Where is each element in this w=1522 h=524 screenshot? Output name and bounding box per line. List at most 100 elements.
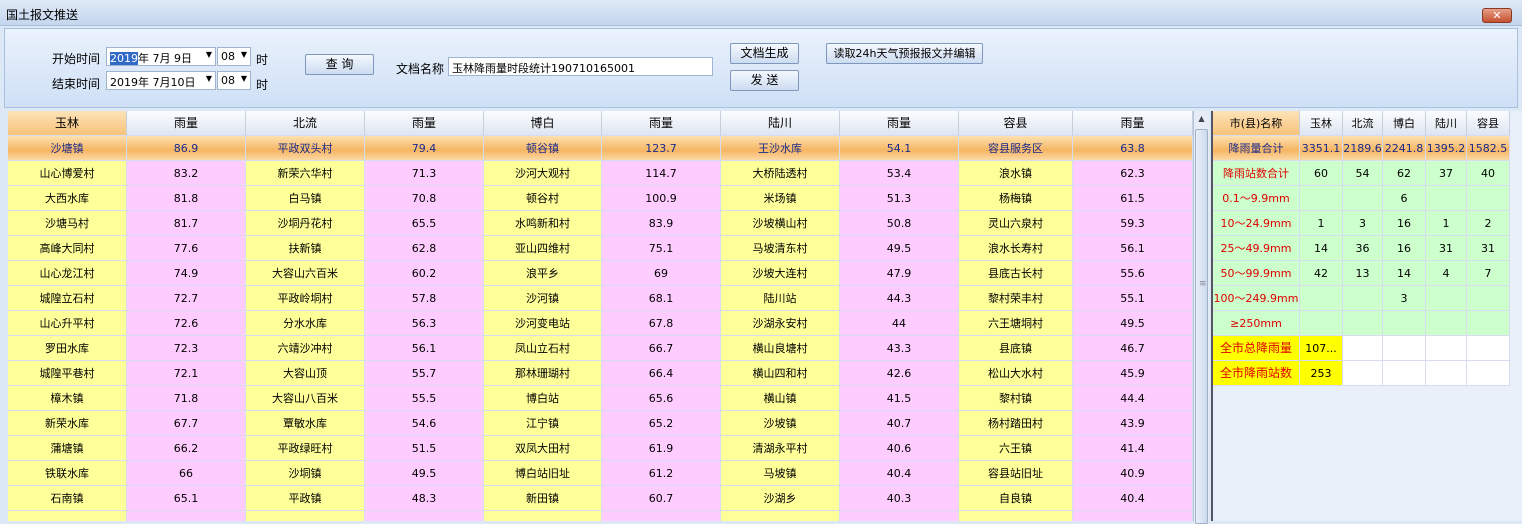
rainfall-cell[interactable]: 44 <box>840 311 959 336</box>
rainfall-cell[interactable]: 50.8 <box>840 211 959 236</box>
rainfall-cell[interactable]: 45.9 <box>1073 361 1193 386</box>
station-cell[interactable]: 山心龙江村 <box>8 261 127 286</box>
station-cell[interactable]: 江宁镇 <box>484 411 602 436</box>
station-cell[interactable]: 铁联水库 <box>8 461 127 486</box>
rainfall-cell[interactable]: 56.3 <box>365 311 484 336</box>
station-cell[interactable]: 陆川站 <box>721 286 840 311</box>
rainfall-cell[interactable]: 55.1 <box>1073 286 1193 311</box>
station-cell[interactable]: 清湖永平村 <box>721 436 840 461</box>
rainfall-cell[interactable]: 43.9 <box>1073 411 1193 436</box>
column-header[interactable]: 雨量 <box>602 111 721 136</box>
station-cell[interactable]: 浪平乡 <box>484 261 602 286</box>
summary-row[interactable]: 25～49.9mm 14 36 16 31 31 <box>1213 236 1522 261</box>
rainfall-cell[interactable]: 55.7 <box>365 361 484 386</box>
summary-column-header[interactable]: 市(县)名称 <box>1213 111 1300 136</box>
rainfall-cell[interactable]: 43.3 <box>840 336 959 361</box>
station-cell[interactable]: 凤山立石村 <box>484 336 602 361</box>
rainfall-cell[interactable]: 61.9 <box>602 436 721 461</box>
station-cell[interactable]: 那林珊瑚村 <box>484 361 602 386</box>
rainfall-cell[interactable]: 81.8 <box>127 186 246 211</box>
grid-header-row[interactable]: 玉林 雨量 北流 雨量 博白 雨量 陆川 雨量 容县 雨量 <box>8 111 1193 136</box>
station-cell[interactable]: 新荣六华村 <box>246 161 365 186</box>
rainfall-cell[interactable]: 55.6 <box>1073 261 1193 286</box>
rainfall-cell[interactable]: 55.5 <box>365 386 484 411</box>
station-cell[interactable]: 分水水库 <box>246 311 365 336</box>
rainfall-cell[interactable]: 65.1 <box>127 486 246 511</box>
station-cell[interactable]: 沙坡横山村 <box>721 211 840 236</box>
table-row[interactable]: 石南镇 65.1 平政镇 48.3 新田镇 60.7 沙湖乡 40.3 自良镇 40.4 <box>8 486 1193 511</box>
summary-row[interactable]: ≥250mm <box>1213 311 1522 336</box>
station-cell[interactable]: 樟木镇 <box>8 386 127 411</box>
station-cell[interactable]: 罗田水库 <box>8 336 127 361</box>
rainfall-cell[interactable]: 49.5 <box>840 236 959 261</box>
summary-row[interactable]: 100～249.9mm 3 <box>1213 286 1522 311</box>
rainfall-cell[interactable]: 53.4 <box>840 161 959 186</box>
rainfall-cell[interactable]: 47.9 <box>840 261 959 286</box>
table-row[interactable]: 山心升平村 72.6 分水水库 56.3 沙河变电站 67.8 沙湖永安村 44 六王塘垌村 49… <box>8 311 1193 336</box>
column-header[interactable]: 雨量 <box>127 111 246 136</box>
send-button[interactable]: 发 送 <box>730 70 799 91</box>
rainfall-cell[interactable]: 83.2 <box>127 161 246 186</box>
station-cell[interactable]: 黎村镇 <box>959 386 1073 411</box>
table-row[interactable]: 城隍立石村 72.7 平政岭垌村 57.8 沙河镇 68.1 陆川站 44.3 黎村荣丰村 55.… <box>8 286 1193 311</box>
station-cell[interactable]: 马坡清东村 <box>721 236 840 261</box>
rainfall-cell[interactable]: 75.1 <box>602 236 721 261</box>
station-cell[interactable]: 扶新镇 <box>246 236 365 261</box>
station-cell[interactable]: 城隍平巷村 <box>8 361 127 386</box>
start-hour-select[interactable]: 08 ▼ <box>217 47 251 66</box>
station-cell[interactable] <box>721 511 840 521</box>
summary-row[interactable]: 50～99.9mm 42 13 14 4 7 <box>1213 261 1522 286</box>
rainfall-cell[interactable]: 49.5 <box>1073 311 1193 336</box>
summary-column-header[interactable]: 陆川 <box>1426 111 1467 136</box>
rainfall-cell[interactable]: 62.3 <box>1073 161 1193 186</box>
rainfall-cell[interactable]: 42.6 <box>840 361 959 386</box>
table-row[interactable] <box>8 511 1193 521</box>
station-cell[interactable]: 大容山八百米 <box>246 386 365 411</box>
rainfall-cell[interactable]: 86.9 <box>127 136 246 161</box>
scroll-thumb[interactable]: ≡ <box>1195 129 1208 524</box>
rainfall-cell[interactable]: 71.3 <box>365 161 484 186</box>
station-cell[interactable]: 县底镇 <box>959 336 1073 361</box>
station-cell[interactable] <box>8 511 127 521</box>
station-cell[interactable]: 米场镇 <box>721 186 840 211</box>
column-header[interactable]: 玉林 <box>8 111 127 136</box>
rainfall-cell[interactable]: 56.1 <box>365 336 484 361</box>
station-cell[interactable]: 平政绿旺村 <box>246 436 365 461</box>
station-cell[interactable]: 平政镇 <box>246 486 365 511</box>
rainfall-cell[interactable]: 65.6 <box>602 386 721 411</box>
generate-doc-button[interactable]: 文档生成 <box>730 43 799 64</box>
station-cell[interactable]: 六王塘垌村 <box>959 311 1073 336</box>
station-cell[interactable]: 大西水库 <box>8 186 127 211</box>
station-cell[interactable] <box>246 511 365 521</box>
rainfall-cell[interactable]: 40.3 <box>840 486 959 511</box>
rainfall-cell[interactable]: 49.5 <box>365 461 484 486</box>
station-cell[interactable]: 沙河镇 <box>484 286 602 311</box>
station-cell[interactable]: 沙湖永安村 <box>721 311 840 336</box>
station-cell[interactable]: 沙垌镇 <box>246 461 365 486</box>
rainfall-cell[interactable]: 41.5 <box>840 386 959 411</box>
station-cell[interactable]: 新荣水库 <box>8 411 127 436</box>
station-cell[interactable]: 灵山六泉村 <box>959 211 1073 236</box>
station-cell[interactable]: 大容山六百米 <box>246 261 365 286</box>
rainfall-cell[interactable]: 72.6 <box>127 311 246 336</box>
station-cell[interactable]: 平政岭垌村 <box>246 286 365 311</box>
station-cell[interactable]: 博白站 <box>484 386 602 411</box>
rainfall-cell[interactable]: 61.5 <box>1073 186 1193 211</box>
rainfall-cell[interactable]: 72.1 <box>127 361 246 386</box>
column-header[interactable]: 雨量 <box>840 111 959 136</box>
city-summary-row[interactable]: 全市总降雨量 107... <box>1213 336 1522 361</box>
rainfall-cell[interactable]: 81.7 <box>127 211 246 236</box>
rainfall-cell[interactable] <box>602 511 721 521</box>
rainfall-cell[interactable]: 67.7 <box>127 411 246 436</box>
rainfall-cell[interactable]: 70.8 <box>365 186 484 211</box>
station-cell[interactable]: 浪水长寿村 <box>959 236 1073 261</box>
rainfall-cell[interactable]: 65.5 <box>365 211 484 236</box>
table-row[interactable]: 罗田水库 72.3 六靖沙冲村 56.1 凤山立石村 66.7 横山良塘村 43.3 县底镇 46… <box>8 336 1193 361</box>
station-cell[interactable]: 横山镇 <box>721 386 840 411</box>
rainfall-cell[interactable]: 66.7 <box>602 336 721 361</box>
column-header[interactable]: 陆川 <box>721 111 840 136</box>
station-cell[interactable]: 横山良塘村 <box>721 336 840 361</box>
table-row[interactable]: 新荣水库 67.7 覃敏水库 54.6 江宁镇 65.2 沙坡镇 40.7 杨村踏田村 43.9 <box>8 411 1193 436</box>
station-cell[interactable]: 浪水镇 <box>959 161 1073 186</box>
rainfall-cell[interactable]: 40.7 <box>840 411 959 436</box>
